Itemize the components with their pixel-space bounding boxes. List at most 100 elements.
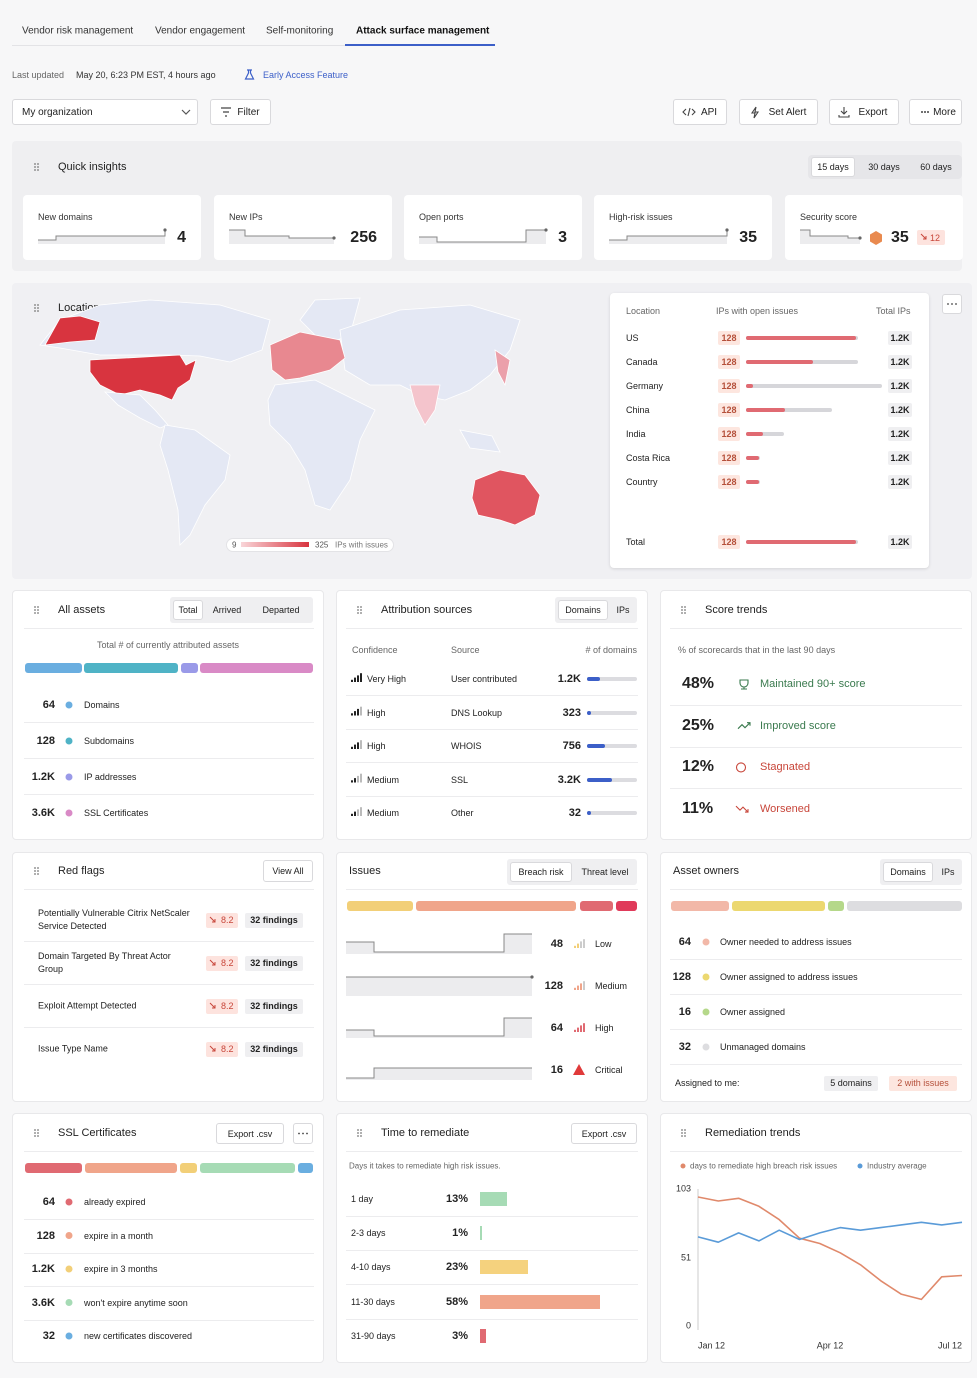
range-option[interactable]: 30 days (868, 162, 900, 172)
toggle-option[interactable]: IPs (941, 867, 955, 877)
owner-count: 128 (672, 971, 691, 983)
duration: 1 day (351, 1194, 374, 1204)
export-button[interactable]: Export .csv (571, 1123, 637, 1144)
action-button[interactable]: API (673, 99, 727, 125)
toggle-option[interactable]: Threat level (581, 867, 629, 877)
issue-level: High (595, 1023, 614, 1033)
trend-label: Improved score (760, 719, 836, 732)
filter-button[interactable]: Filter (210, 99, 271, 125)
toggle-option[interactable]: IPs (616, 605, 630, 615)
grade-badge: C (873, 233, 879, 243)
duration: 2-3 days (351, 1228, 386, 1239)
export-button[interactable]: Export .csv (216, 1123, 284, 1144)
total-ips: 1.2K (890, 537, 910, 547)
color-segment (84, 663, 178, 673)
label: Security score (800, 212, 858, 222)
divider (346, 1284, 638, 1286)
more-button[interactable] (942, 294, 962, 314)
insight-value: 35 (891, 229, 909, 246)
action-button[interactable]: More (909, 99, 962, 125)
issue-level: Low (595, 939, 612, 949)
more-button[interactable] (293, 1123, 313, 1144)
location-name: Total (626, 537, 646, 547)
cert-count: 128 (36, 1229, 55, 1242)
location-name: Canada (626, 357, 658, 367)
bar-track (587, 777, 637, 782)
bar-fill (587, 744, 605, 748)
toggle-option[interactable]: Departed (262, 605, 300, 615)
bar-fill (746, 408, 785, 412)
source: SSL (451, 774, 469, 785)
issue-level: Critical (595, 1065, 623, 1075)
toggle-option[interactable]: Breach risk (510, 862, 572, 882)
toggle-option[interactable]: Domains (883, 862, 933, 882)
column-header: IPs with open issues (716, 306, 799, 316)
toggle-option[interactable]: Total (173, 600, 203, 620)
column-header: Confidence (352, 645, 398, 655)
card-title: Issues (349, 865, 381, 877)
owner-label: Owner assigned to address issues (720, 972, 858, 982)
assigned-issues[interactable]: 2 with issues (897, 1078, 949, 1088)
divider (670, 889, 962, 890)
total-ips: 1.2K (890, 429, 910, 439)
cert-label: won't expire anytime soon (84, 1297, 188, 1308)
early-access-link[interactable]: Early Access Feature (263, 70, 349, 80)
divider (670, 628, 962, 629)
card (404, 195, 582, 260)
bar-fill (746, 384, 753, 388)
domains-badge (824, 1076, 878, 1091)
divider (346, 889, 638, 890)
assigned-domains[interactable]: 5 domains (830, 1078, 872, 1088)
duration: 11-30 days (351, 1296, 395, 1307)
divider (24, 1286, 314, 1287)
divider (24, 1219, 314, 1220)
divider (24, 889, 314, 890)
tab-active-underline (345, 44, 495, 46)
toggle-option[interactable]: Domains (558, 600, 608, 620)
divider (670, 746, 962, 748)
legend-label: Industry average (867, 1161, 927, 1171)
ip-badge (718, 379, 740, 393)
label: Open ports (419, 212, 464, 222)
trend-label: Stagnated (760, 761, 811, 774)
divider (24, 1027, 314, 1028)
asset-count: 3.6K (31, 807, 55, 819)
tab[interactable]: Attack surface management (356, 25, 490, 37)
org-dropdown[interactable]: My organization (12, 99, 198, 125)
ip-count: 128 (721, 381, 737, 391)
duration: 31-90 days (351, 1330, 396, 1341)
cert-count: 32 (42, 1330, 55, 1342)
color-segment (671, 901, 729, 911)
bar-fill (746, 360, 814, 364)
view-all-button[interactable]: View All (263, 860, 313, 882)
divider (24, 941, 314, 942)
total-badge (888, 331, 912, 345)
color-segment (181, 663, 198, 673)
flag-score: 8.2 (221, 915, 234, 925)
tab[interactable]: Vendor engagement (155, 25, 246, 37)
tab[interactable]: Self-monitoring (266, 25, 334, 37)
flag-name: Issue Type Name (38, 1043, 108, 1054)
column-header: Source (451, 645, 480, 655)
tab[interactable]: Vendor risk management (22, 25, 134, 37)
card (12, 1113, 324, 1363)
range-option[interactable]: 15 days (811, 157, 855, 177)
issue-count: 16 (550, 1064, 563, 1076)
cert-count: 3.6K (31, 1296, 55, 1309)
ip-badge (718, 427, 740, 441)
action-button[interactable]: Set Alert (739, 99, 818, 125)
bar-track (746, 408, 832, 412)
location-name: Costa Rica (626, 453, 671, 463)
action-button[interactable]: Export (829, 99, 899, 125)
ip-count: 128 (721, 333, 737, 343)
total-badge (888, 403, 912, 417)
range-option[interactable]: 60 days (920, 162, 952, 172)
divider (24, 1252, 314, 1254)
toggle-option[interactable]: Arrived (212, 605, 242, 615)
bar-track (587, 677, 637, 681)
total-ips: 1.2K (890, 477, 910, 487)
total-ips: 1.2K (890, 357, 910, 367)
label: New domains (38, 212, 93, 222)
ip-count: 128 (721, 477, 737, 487)
